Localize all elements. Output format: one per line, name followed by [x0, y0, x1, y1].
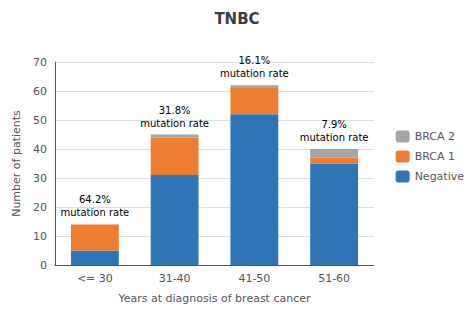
svg-text:mutation rate: mutation rate	[140, 118, 209, 129]
svg-text:BRCA 2: BRCA 2	[415, 130, 455, 143]
svg-text:20: 20	[33, 201, 47, 214]
svg-text:40: 40	[33, 143, 47, 156]
svg-text:70: 70	[33, 56, 47, 69]
svg-text:TNBC: TNBC	[214, 10, 259, 28]
svg-text:0: 0	[40, 259, 47, 272]
svg-text:30: 30	[33, 172, 47, 185]
svg-text:16.1%: 16.1%	[238, 55, 270, 66]
svg-text:64.2%: 64.2%	[79, 194, 111, 205]
svg-text:Years at diagnosis of breast c: Years at diagnosis of breast cancer	[117, 292, 311, 305]
svg-text:mutation rate: mutation rate	[60, 207, 129, 218]
svg-text:Negative: Negative	[415, 170, 465, 183]
svg-text:41-50: 41-50	[238, 272, 270, 285]
svg-text:31-40: 31-40	[159, 272, 191, 285]
svg-text:<= 30: <= 30	[77, 272, 113, 285]
svg-text:mutation rate: mutation rate	[220, 68, 289, 79]
svg-text:mutation rate: mutation rate	[300, 132, 369, 143]
svg-text:7.9%: 7.9%	[321, 119, 346, 130]
svg-text:60: 60	[33, 85, 47, 98]
svg-text:51-60: 51-60	[318, 272, 350, 285]
svg-text:50: 50	[33, 114, 47, 127]
svg-text:Number of patients: Number of patients	[10, 110, 23, 217]
svg-text:31.8%: 31.8%	[159, 105, 191, 116]
svg-text:10: 10	[33, 230, 47, 243]
svg-text:BRCA 1: BRCA 1	[415, 150, 455, 163]
